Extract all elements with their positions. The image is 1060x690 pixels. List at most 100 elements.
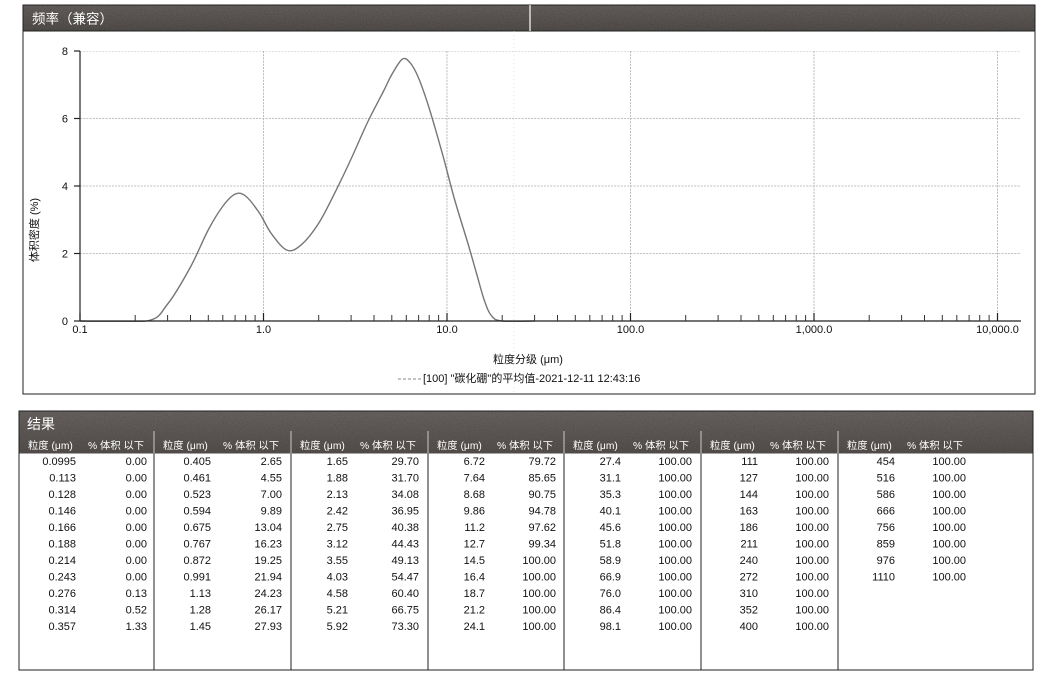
svg-text:100.00: 100.00 (932, 572, 966, 584)
svg-text:1110: 1110 (872, 572, 895, 584)
svg-text:976: 976 (877, 555, 895, 567)
svg-text:粒度 (μm): 粒度 (μm) (710, 439, 755, 452)
svg-text:100.00: 100.00 (932, 522, 966, 534)
svg-text:0.314: 0.314 (48, 605, 76, 617)
svg-text:7.00: 7.00 (261, 489, 282, 501)
svg-text:13.04: 13.04 (254, 522, 282, 534)
svg-text:[100] "碳化硼"的平均值-2021-12-11 12:: [100] "碳化硼"的平均值-2021-12-11 12:43:16 (423, 371, 640, 385)
svg-text:100.00: 100.00 (932, 506, 966, 518)
svg-text:54.47: 54.47 (391, 572, 419, 584)
svg-text:12.7: 12.7 (464, 539, 485, 551)
svg-text:85.65: 85.65 (528, 473, 556, 485)
svg-text:粒度 (μm): 粒度 (μm) (28, 439, 73, 452)
svg-text:66.9: 66.9 (600, 572, 621, 584)
svg-text:240: 240 (740, 555, 758, 567)
svg-text:0.113: 0.113 (49, 473, 76, 485)
svg-text:35.3: 35.3 (600, 489, 621, 501)
svg-text:频率（兼容）: 频率（兼容） (32, 11, 113, 27)
svg-text:40.38: 40.38 (391, 522, 419, 534)
svg-text:粒度分级 (μm): 粒度分级 (μm) (493, 352, 563, 366)
svg-text:100.00: 100.00 (522, 588, 556, 600)
svg-text:0.00: 0.00 (126, 473, 147, 485)
svg-text:1.0: 1.0 (256, 324, 271, 336)
svg-text:3.55: 3.55 (327, 555, 348, 567)
svg-text:0.00: 0.00 (126, 489, 147, 501)
svg-text:100.00: 100.00 (522, 621, 556, 633)
svg-text:粒度 (μm): 粒度 (μm) (847, 439, 892, 452)
svg-text:26.17: 26.17 (254, 605, 282, 617)
svg-text:0.00: 0.00 (126, 539, 147, 551)
svg-text:73.30: 73.30 (391, 621, 419, 633)
svg-text:100.00: 100.00 (795, 473, 829, 485)
svg-text:100.00: 100.00 (795, 522, 829, 534)
svg-text:0.0995: 0.0995 (42, 456, 76, 468)
svg-text:0.52: 0.52 (126, 605, 147, 617)
svg-text:859: 859 (877, 539, 895, 551)
svg-text:100.00: 100.00 (932, 555, 966, 567)
svg-text:0.767: 0.767 (183, 539, 211, 551)
svg-text:100.00: 100.00 (795, 555, 829, 567)
svg-text:100.00: 100.00 (658, 539, 692, 551)
svg-text:99.34: 99.34 (528, 539, 556, 551)
svg-text:2.75: 2.75 (327, 522, 348, 534)
svg-text:100.00: 100.00 (658, 473, 692, 485)
svg-text:100.00: 100.00 (658, 572, 692, 584)
svg-text:100.00: 100.00 (658, 621, 692, 633)
svg-text:0.357: 0.357 (48, 621, 76, 633)
svg-text:100.00: 100.00 (795, 506, 829, 518)
svg-text:2: 2 (62, 249, 68, 261)
svg-text:100.00: 100.00 (932, 456, 966, 468)
svg-text:94.78: 94.78 (528, 506, 556, 518)
svg-text:1.13: 1.13 (190, 588, 211, 600)
svg-text:5.92: 5.92 (327, 621, 348, 633)
svg-text:0.00: 0.00 (126, 555, 147, 567)
svg-text:21.2: 21.2 (464, 605, 485, 617)
svg-text:% 体积 以下: % 体积 以下 (360, 440, 416, 452)
svg-text:100.00: 100.00 (522, 555, 556, 567)
svg-text:0.214: 0.214 (48, 555, 76, 567)
svg-text:16.4: 16.4 (464, 572, 485, 584)
svg-text:60.40: 60.40 (391, 588, 419, 600)
svg-text:352: 352 (740, 605, 758, 617)
svg-text:0.00: 0.00 (126, 522, 147, 534)
svg-text:40.1: 40.1 (600, 506, 621, 518)
svg-text:6.72: 6.72 (464, 456, 485, 468)
svg-text:516: 516 (877, 473, 895, 485)
svg-text:31.1: 31.1 (600, 473, 621, 485)
svg-text:7.64: 7.64 (464, 473, 485, 485)
svg-text:0.243: 0.243 (48, 572, 76, 584)
svg-text:100.00: 100.00 (795, 456, 829, 468)
svg-text:2.65: 2.65 (261, 456, 282, 468)
svg-text:0.276: 0.276 (48, 588, 76, 600)
svg-text:24.1: 24.1 (464, 621, 485, 633)
svg-text:100.00: 100.00 (795, 539, 829, 551)
svg-text:0.188: 0.188 (48, 539, 76, 551)
svg-text:16.23: 16.23 (254, 539, 282, 551)
svg-text:97.62: 97.62 (528, 522, 556, 534)
svg-text:27.4: 27.4 (600, 456, 621, 468)
svg-text:127: 127 (740, 473, 758, 485)
svg-text:% 体积 以下: % 体积 以下 (223, 440, 279, 452)
svg-text:4.58: 4.58 (327, 588, 348, 600)
svg-text:18.7: 18.7 (464, 588, 485, 600)
svg-text:1.28: 1.28 (190, 605, 211, 617)
svg-text:% 体积 以下: % 体积 以下 (907, 440, 963, 452)
svg-text:粒度 (μm): 粒度 (μm) (573, 439, 618, 452)
svg-text:100.0: 100.0 (617, 324, 645, 336)
svg-text:0.128: 0.128 (48, 489, 76, 501)
svg-text:49.13: 49.13 (391, 555, 419, 567)
svg-text:1.45: 1.45 (190, 621, 211, 633)
svg-text:0.00: 0.00 (126, 506, 147, 518)
svg-text:2.13: 2.13 (327, 489, 348, 501)
svg-text:0.00: 0.00 (126, 572, 147, 584)
svg-text:58.9: 58.9 (600, 555, 621, 567)
svg-text:144: 144 (740, 489, 758, 501)
svg-text:11.2: 11.2 (464, 522, 485, 534)
svg-text:0.872: 0.872 (183, 555, 211, 567)
svg-text:272: 272 (740, 572, 758, 584)
svg-text:24.23: 24.23 (254, 588, 282, 600)
svg-text:51.8: 51.8 (600, 539, 621, 551)
svg-text:0.13: 0.13 (126, 588, 147, 600)
svg-text:100.00: 100.00 (658, 456, 692, 468)
svg-text:29.70: 29.70 (391, 456, 419, 468)
